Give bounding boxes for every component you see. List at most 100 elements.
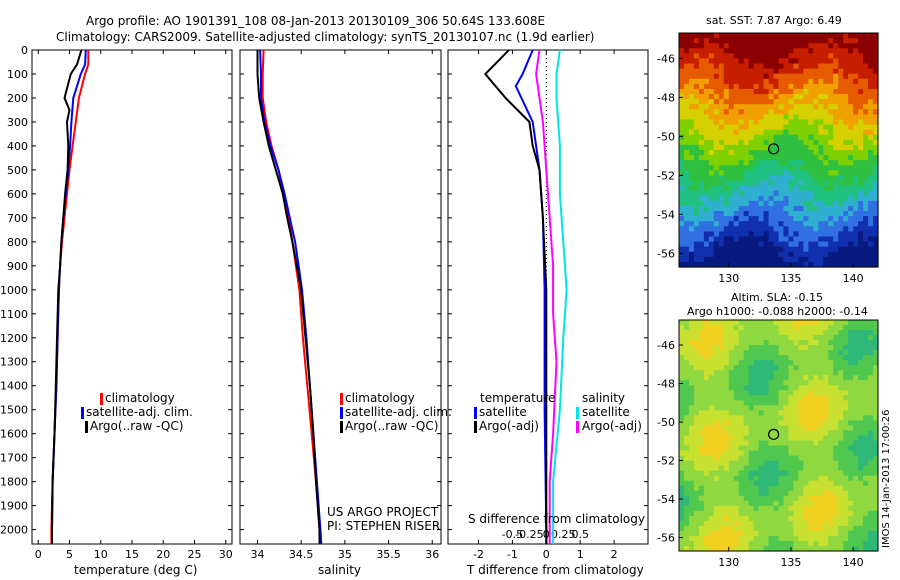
map-cell: [758, 139, 765, 146]
map-cell: [848, 58, 854, 65]
map-cell: [763, 241, 770, 248]
map-cell: [853, 420, 859, 427]
map-cell: [813, 515, 819, 522]
map-cell: [873, 495, 879, 502]
map-cell: [863, 195, 869, 202]
map-cell: [828, 78, 834, 85]
map-cell: [818, 261, 824, 268]
map-cell: [848, 425, 854, 432]
map-cell: [748, 251, 755, 258]
map-cell: [833, 109, 839, 115]
map-cell: [763, 68, 770, 75]
map-cell: [688, 420, 695, 427]
map-cell: [813, 330, 819, 336]
legend-swatch: [474, 421, 477, 433]
map-cell: [848, 195, 854, 202]
map-cell: [868, 241, 874, 248]
map-cell: [798, 395, 804, 401]
map-cell: [728, 211, 735, 217]
map-cell: [803, 241, 809, 248]
map-cell: [823, 320, 829, 326]
map-cell: [803, 500, 809, 507]
map-cell: [693, 455, 700, 462]
map-cell: [818, 510, 824, 517]
map-cell: [713, 216, 720, 222]
map-cell: [803, 545, 809, 552]
map-cell: [698, 340, 705, 346]
map-cell: [808, 405, 814, 411]
map-cell: [703, 129, 710, 136]
map-cell: [773, 410, 780, 417]
map-cell: [813, 139, 819, 146]
map-cell: [828, 515, 834, 522]
map-cell: [803, 400, 809, 406]
map-cell: [748, 380, 755, 386]
map-cell: [688, 505, 695, 512]
map-cell: [748, 510, 755, 517]
map-cell: [688, 175, 695, 182]
map-cell: [793, 475, 799, 482]
temperature-legend-satellite: satellite-adj. clim.: [86, 405, 193, 419]
map-cell: [693, 330, 700, 336]
map-cell: [868, 180, 874, 187]
map-cell: [828, 190, 834, 197]
temperature-legend-climatology: climatology: [105, 391, 175, 405]
map-cell: [778, 545, 785, 552]
map-cell: [838, 355, 844, 361]
map-cell: [698, 185, 705, 192]
map-cell: [818, 216, 824, 222]
map-cell: [838, 185, 844, 192]
map-cell: [828, 465, 834, 472]
map-cell: [828, 226, 834, 232]
map-cell: [798, 124, 804, 131]
map-cell: [798, 78, 804, 85]
map-cell: [868, 119, 874, 126]
map-cell: [688, 365, 695, 371]
map-cell: [853, 83, 859, 90]
map-cell: [798, 385, 804, 391]
map-cell: [858, 325, 864, 331]
map-cell: [798, 211, 804, 217]
map-cell: [873, 261, 879, 268]
map-cell: [798, 190, 804, 197]
map-cell: [698, 355, 705, 361]
map-cell: [858, 495, 864, 502]
map-cell: [783, 330, 790, 336]
map-cell: [783, 58, 790, 65]
map-cell: [783, 94, 790, 100]
map-cell: [783, 530, 790, 537]
map-cell: [808, 129, 814, 136]
map-cell: [778, 200, 785, 207]
map-cell: [698, 63, 705, 70]
map-cell: [679, 43, 685, 49]
map-cell: [743, 370, 750, 376]
map-cell: [853, 460, 859, 467]
map-cell: [733, 450, 740, 457]
map-cell: [788, 470, 795, 477]
map-cell: [723, 380, 730, 386]
map-cell: [698, 88, 705, 95]
map-cell: [833, 480, 839, 487]
map-cell: [838, 415, 844, 422]
map-cell: [828, 205, 834, 212]
map-cell: [773, 505, 780, 512]
map-cell: [813, 485, 819, 492]
map-cell: [818, 440, 824, 447]
map-cell: [733, 175, 740, 182]
map-cell: [708, 190, 715, 197]
map-cell: [723, 221, 730, 227]
map-cell: [853, 435, 859, 442]
map-cell: [823, 83, 829, 90]
map-cell: [853, 160, 859, 166]
map-cell: [778, 216, 785, 222]
map-cell: [703, 370, 710, 376]
map-cell: [703, 395, 710, 401]
map-cell: [823, 211, 829, 217]
map-cell: [763, 535, 770, 542]
map-cell: [818, 385, 824, 391]
map-cell: [728, 216, 735, 222]
map-cell: [698, 78, 705, 85]
map-cell: [783, 440, 790, 447]
map-cell: [833, 190, 839, 197]
map-cell: [713, 38, 720, 44]
